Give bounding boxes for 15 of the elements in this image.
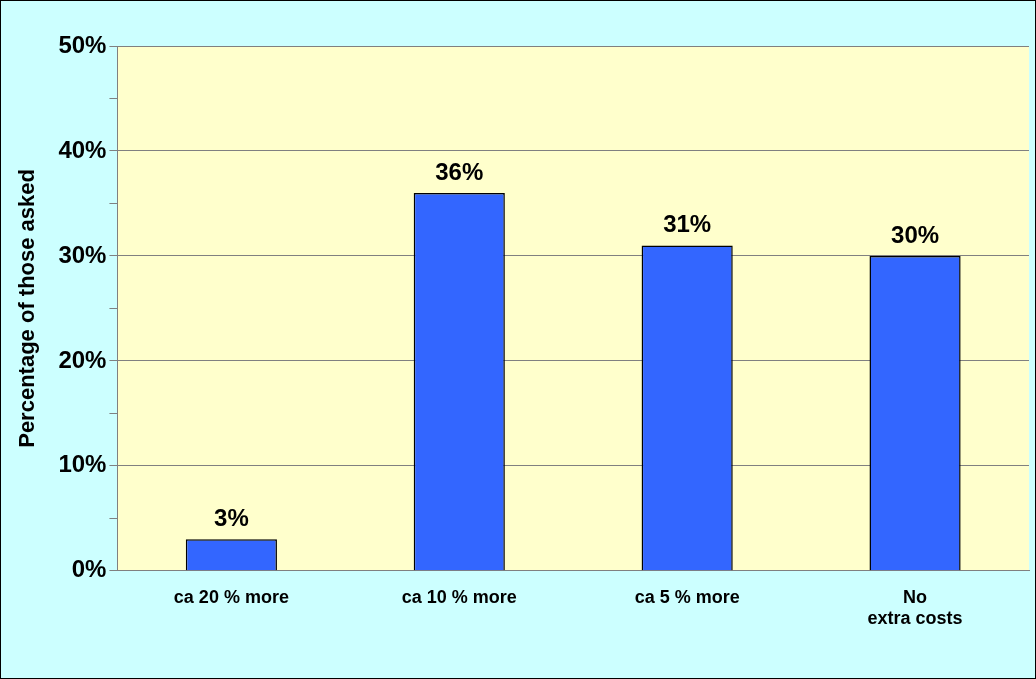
x-tick-label: ca 20 % more [173,586,289,607]
data-label: 30% [891,220,940,248]
y-tick-label: 20% [58,345,107,373]
y-tick-label: 50% [58,30,107,58]
y-tick-label: 0% [71,555,107,583]
x-tick-label: ca 10 % more [401,586,517,607]
x-tick-label: ca 5 % more [634,586,740,607]
y-axis-title: Percentage of those asked [14,169,40,448]
data-label: 31% [663,210,712,238]
data-label: 36% [435,157,484,185]
y-tick-label: 10% [58,450,107,478]
y-tick-label: 40% [58,135,107,163]
data-label: 3% [214,503,249,531]
x-tick-label: No extra costs [867,586,963,629]
y-tick-label: 30% [58,240,107,268]
